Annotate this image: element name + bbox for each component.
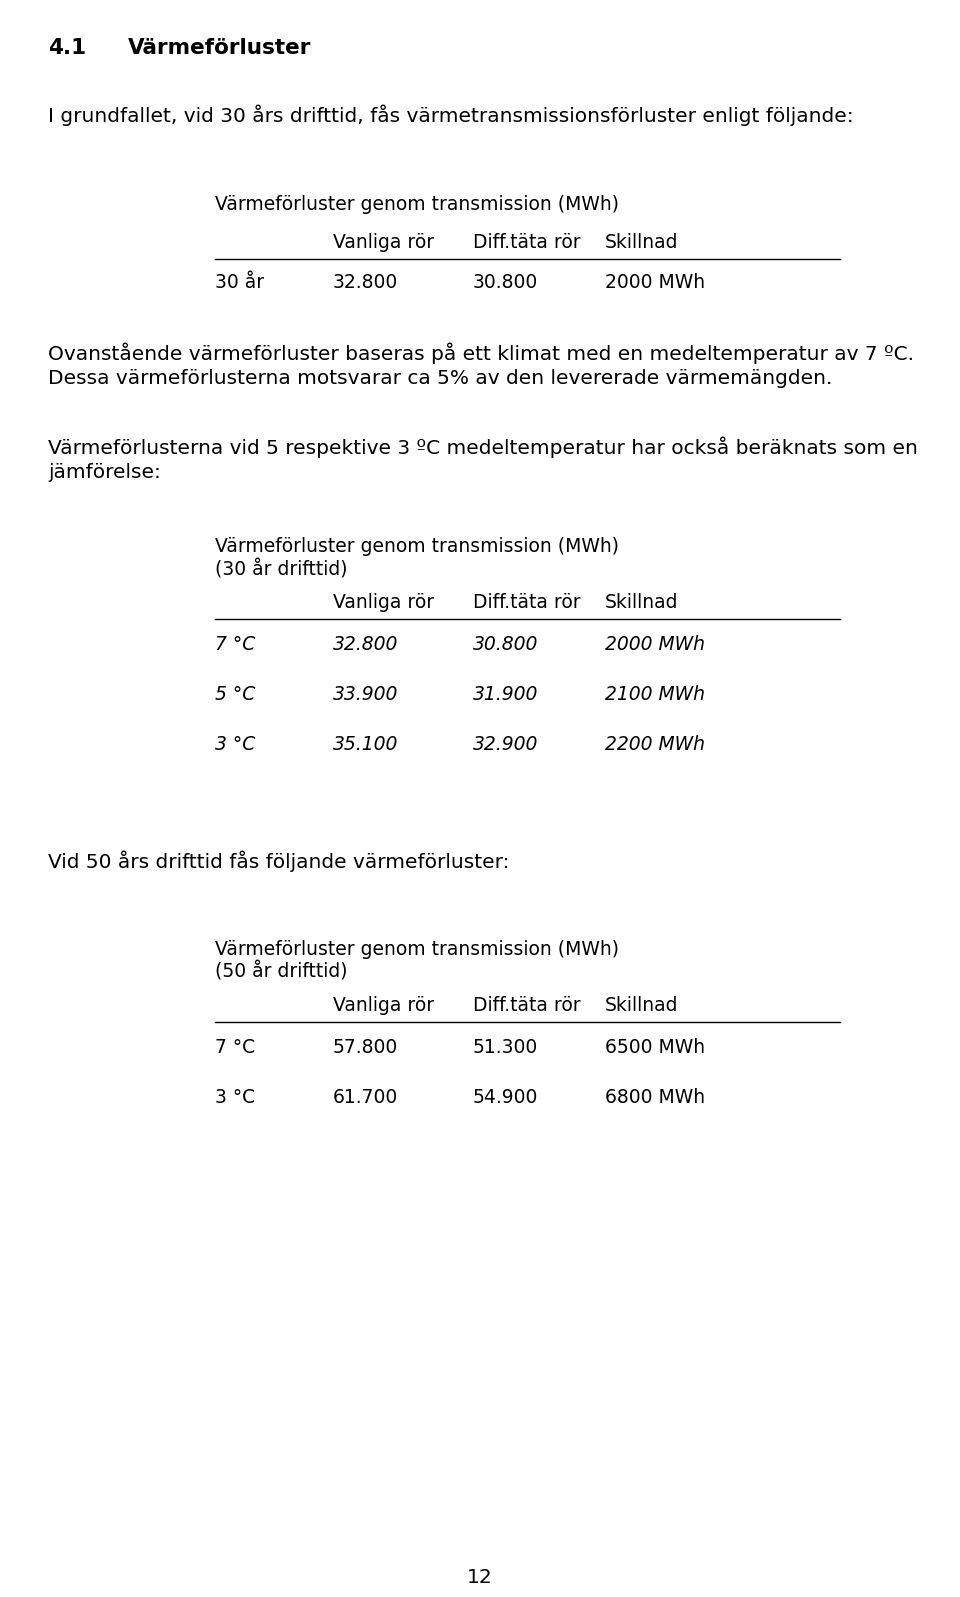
Text: 2200 MWh: 2200 MWh [605,735,705,754]
Text: 32.900: 32.900 [473,735,539,754]
Text: 61.700: 61.700 [333,1088,398,1107]
Text: Diff.täta rör: Diff.täta rör [473,997,581,1016]
Text: Värmeförluster genom transmission (MWh): Värmeförluster genom transmission (MWh) [215,537,619,556]
Text: 4.1: 4.1 [48,38,86,57]
Text: 30.800: 30.800 [473,636,539,655]
Text: 3 °C: 3 °C [215,1088,255,1107]
Text: Värmeförluster: Värmeförluster [128,38,311,57]
Text: 2000 MWh: 2000 MWh [605,273,706,292]
Text: Diff.täta rör: Diff.täta rör [473,233,581,252]
Text: 57.800: 57.800 [333,1038,398,1057]
Text: 32.800: 32.800 [333,636,398,655]
Text: Värmeförluster genom transmission (MWh): Värmeförluster genom transmission (MWh) [215,941,619,960]
Text: Skillnad: Skillnad [605,233,679,252]
Text: Ovanstående värmeförluster baseras på ett klimat med en medeltemperatur av 7 ºC.: Ovanstående värmeförluster baseras på et… [48,343,914,364]
Text: 30 år: 30 år [215,273,264,292]
Text: Värmeförluster genom transmission (MWh): Värmeförluster genom transmission (MWh) [215,195,619,214]
Text: 6800 MWh: 6800 MWh [605,1088,706,1107]
Text: 7 °C: 7 °C [215,636,255,655]
Text: 7 °C: 7 °C [215,1038,255,1057]
Text: 12: 12 [468,1568,492,1587]
Text: Vanliga rör: Vanliga rör [333,233,434,252]
Text: Vid 50 års drifttid fås följande värmeförluster:: Vid 50 års drifttid fås följande värmefö… [48,850,510,872]
Text: (50 år drifttid): (50 år drifttid) [215,961,348,982]
Text: 54.900: 54.900 [473,1088,539,1107]
Text: Vanliga rör: Vanliga rör [333,997,434,1016]
Text: 51.300: 51.300 [473,1038,539,1057]
Text: 35.100: 35.100 [333,735,398,754]
Text: (30 år drifttid): (30 år drifttid) [215,559,348,580]
Text: 2000 MWh: 2000 MWh [605,636,705,655]
Text: 5 °C: 5 °C [215,685,255,704]
Text: Diff.täta rör: Diff.täta rör [473,592,581,612]
Text: 32.800: 32.800 [333,273,398,292]
Text: Dessa värmeförlusterna motsvarar ca 5% av den levererade värmemängden.: Dessa värmeförlusterna motsvarar ca 5% a… [48,369,832,388]
Text: jämförelse:: jämförelse: [48,463,161,482]
Text: 6500 MWh: 6500 MWh [605,1038,706,1057]
Text: 30.800: 30.800 [473,273,539,292]
Text: Vanliga rör: Vanliga rör [333,592,434,612]
Text: I grundfallet, vid 30 års drifttid, fås värmetransmissionsförluster enligt följa: I grundfallet, vid 30 års drifttid, fås … [48,105,853,126]
Text: Värmeförlusterna vid 5 respektive 3 ºC medeltemperatur har också beräknats som e: Värmeförlusterna vid 5 respektive 3 ºC m… [48,438,918,458]
Text: 31.900: 31.900 [473,685,539,704]
Text: Skillnad: Skillnad [605,997,679,1016]
Text: 33.900: 33.900 [333,685,398,704]
Text: 2100 MWh: 2100 MWh [605,685,705,704]
Text: 3 °C: 3 °C [215,735,255,754]
Text: Skillnad: Skillnad [605,592,679,612]
